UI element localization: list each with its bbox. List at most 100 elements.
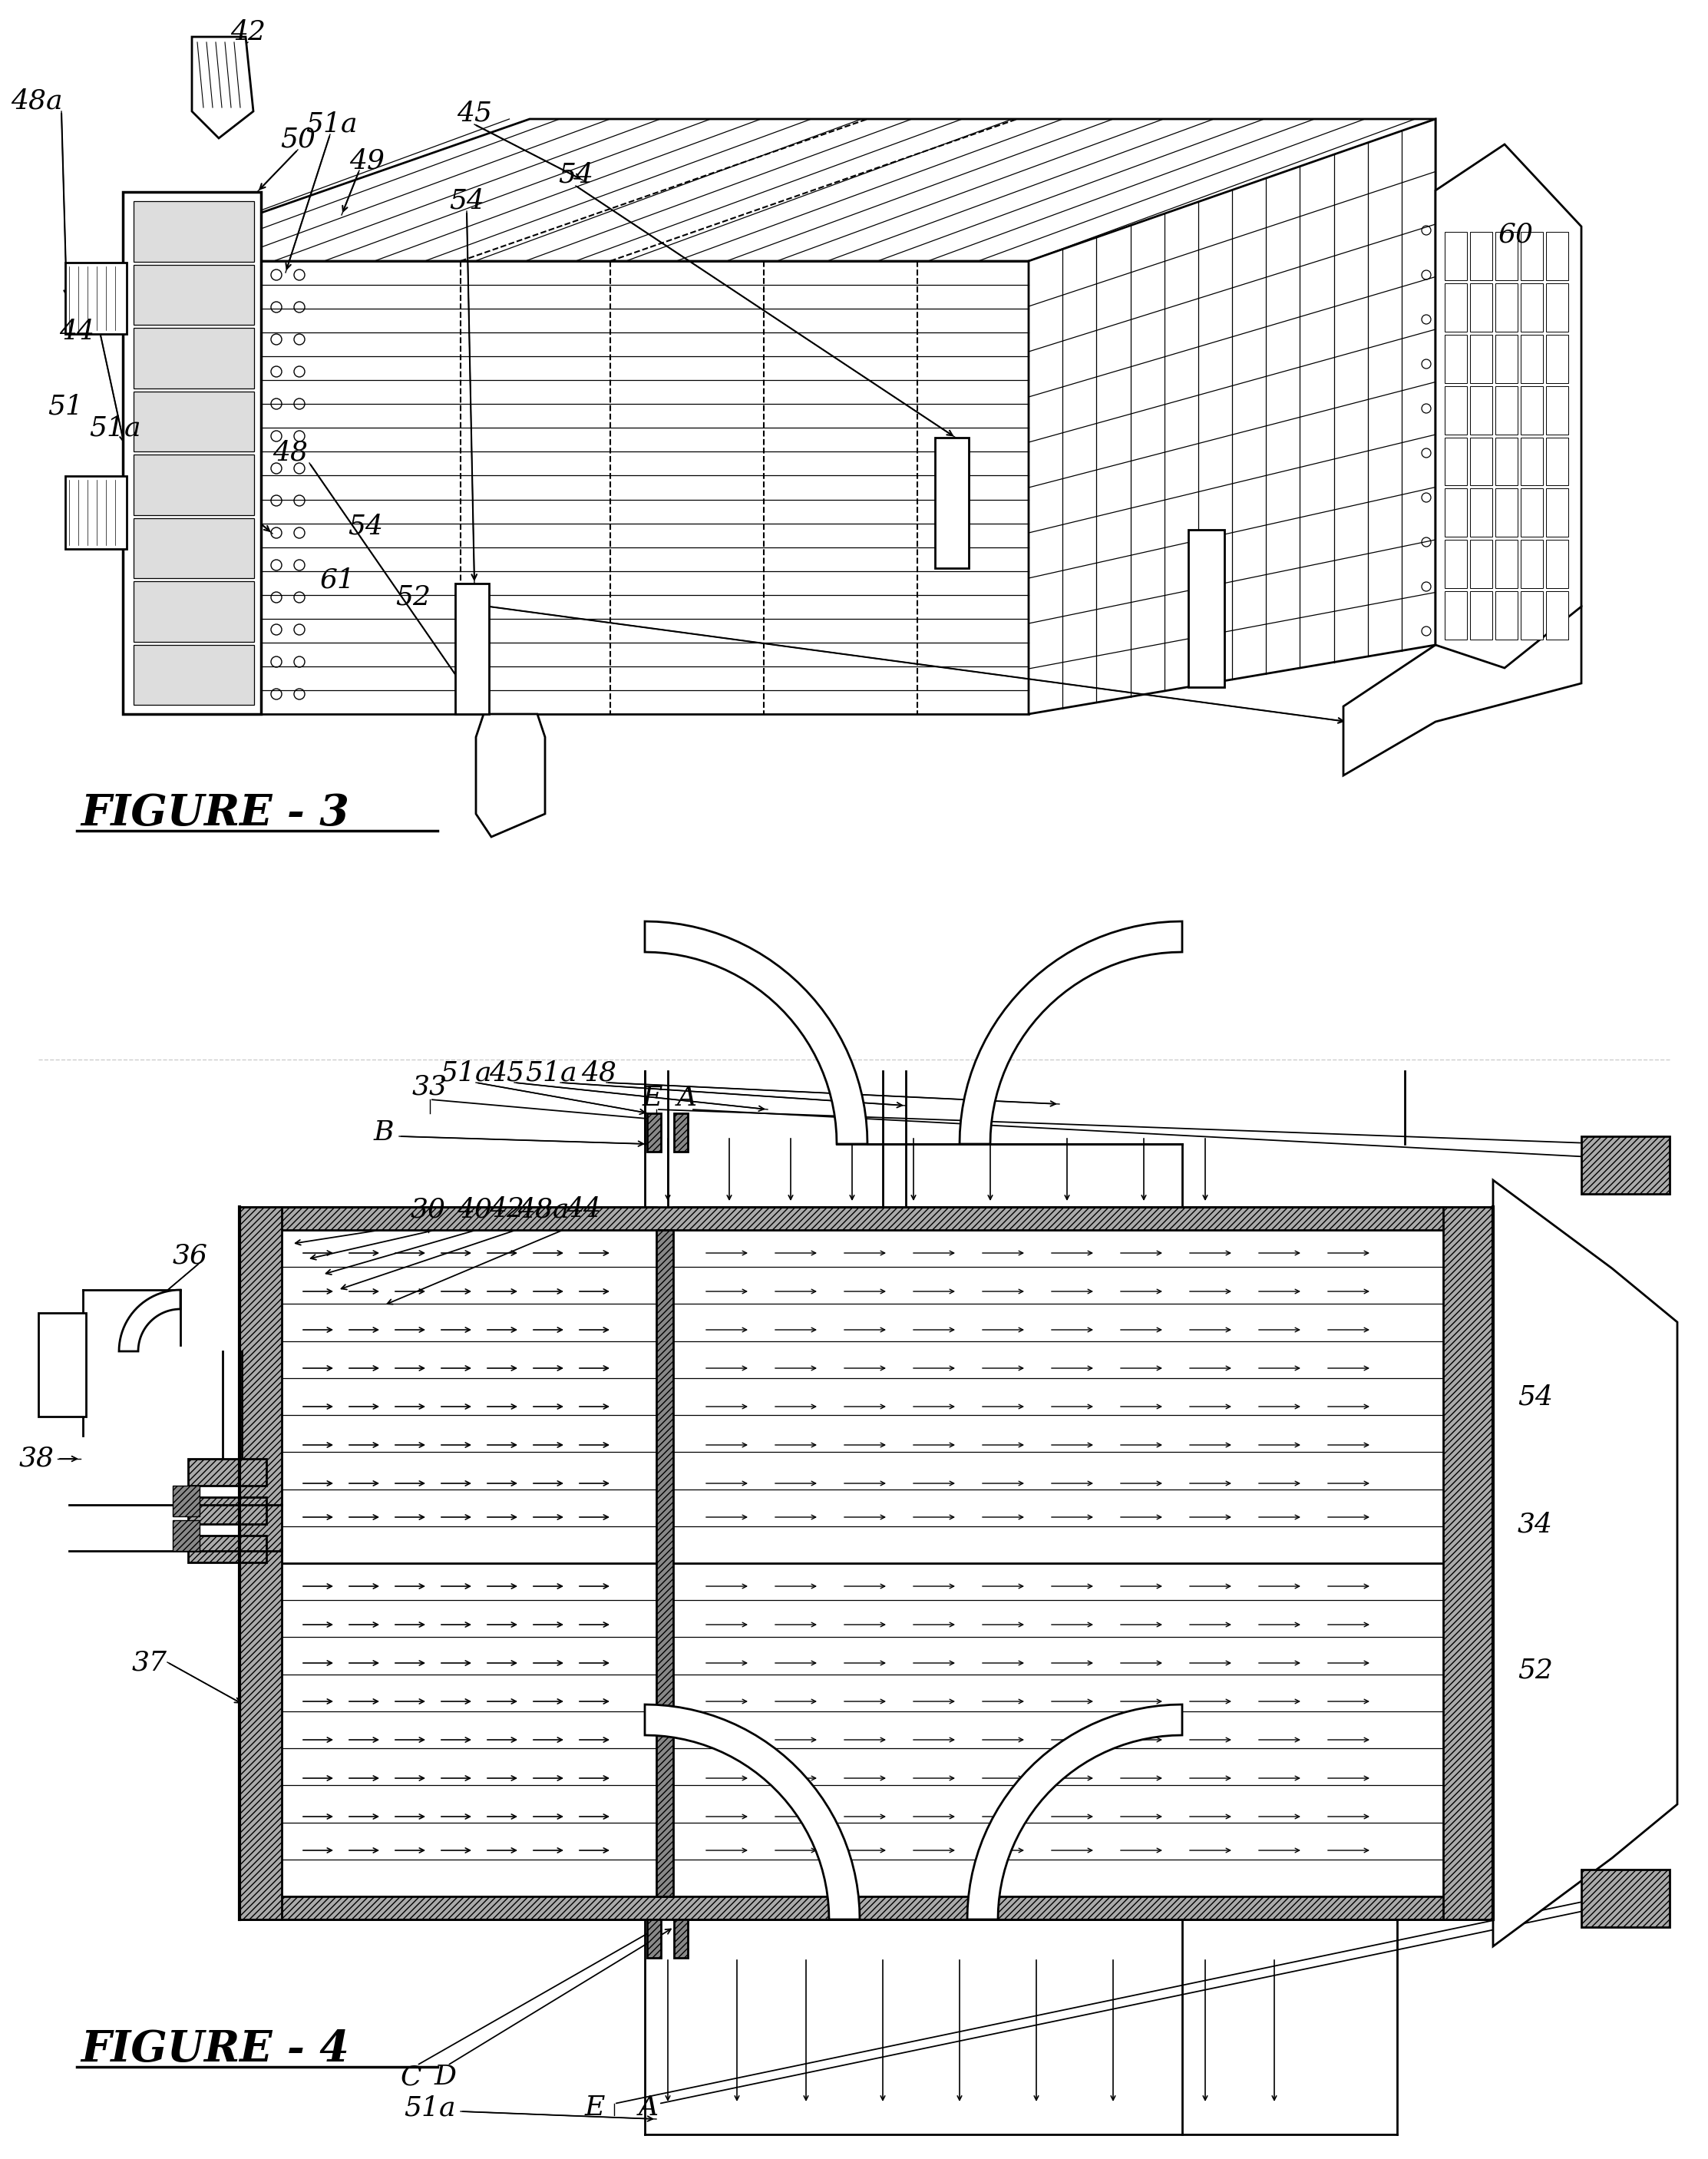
Polygon shape	[188, 1496, 266, 1524]
Polygon shape	[1520, 488, 1542, 538]
Text: 45: 45	[488, 1060, 524, 1086]
Text: 40: 40	[456, 1196, 492, 1222]
Polygon shape	[1445, 592, 1467, 639]
Polygon shape	[188, 1535, 266, 1563]
Polygon shape	[1496, 231, 1518, 281]
Text: 37: 37	[132, 1649, 167, 1675]
Polygon shape	[1471, 335, 1493, 382]
Text: 48: 48	[273, 440, 307, 466]
Polygon shape	[1520, 540, 1542, 587]
Polygon shape	[1520, 386, 1542, 434]
Polygon shape	[1445, 540, 1467, 587]
Text: 45: 45	[456, 101, 492, 127]
Polygon shape	[1546, 438, 1568, 486]
Text: 60: 60	[1498, 220, 1534, 248]
Polygon shape	[675, 1919, 688, 1958]
Polygon shape	[1471, 540, 1493, 587]
Polygon shape	[647, 1114, 661, 1151]
Text: 52: 52	[395, 585, 430, 611]
Text: 51a: 51a	[306, 112, 357, 138]
Text: 38: 38	[19, 1447, 55, 1472]
Polygon shape	[1471, 386, 1493, 434]
Polygon shape	[1028, 119, 1435, 715]
Text: E: E	[642, 1084, 663, 1112]
Text: 33: 33	[412, 1073, 447, 1099]
Polygon shape	[120, 1289, 181, 1352]
Polygon shape	[1546, 488, 1568, 538]
Polygon shape	[1471, 283, 1493, 332]
Polygon shape	[1520, 592, 1542, 639]
Text: 42: 42	[231, 19, 266, 45]
Polygon shape	[1496, 592, 1518, 639]
Polygon shape	[1496, 438, 1518, 486]
Polygon shape	[173, 1485, 200, 1516]
Polygon shape	[1546, 283, 1568, 332]
Text: 30: 30	[410, 1196, 446, 1222]
Polygon shape	[133, 456, 254, 514]
Polygon shape	[133, 518, 254, 579]
Polygon shape	[1445, 488, 1467, 538]
Text: 51a: 51a	[526, 1060, 577, 1086]
Polygon shape	[1546, 386, 1568, 434]
Polygon shape	[1520, 438, 1542, 486]
Text: 51a: 51a	[405, 2094, 456, 2120]
Text: 51a: 51a	[441, 1060, 492, 1086]
Polygon shape	[173, 1520, 200, 1550]
Polygon shape	[133, 266, 254, 324]
Polygon shape	[1344, 607, 1582, 775]
Polygon shape	[960, 922, 1182, 1144]
Polygon shape	[456, 583, 488, 715]
Polygon shape	[191, 37, 253, 138]
Polygon shape	[1443, 1207, 1493, 1919]
Text: E: E	[584, 2094, 605, 2120]
Text: C: C	[400, 2064, 422, 2090]
Text: 61: 61	[319, 566, 355, 594]
Polygon shape	[1471, 488, 1493, 538]
Polygon shape	[1582, 1870, 1670, 1928]
Text: 34: 34	[1518, 1511, 1553, 1537]
Polygon shape	[1520, 283, 1542, 332]
Text: 48a: 48a	[10, 89, 63, 114]
Polygon shape	[188, 1459, 266, 1485]
Text: B: B	[374, 1118, 395, 1146]
Polygon shape	[1445, 438, 1467, 486]
Polygon shape	[967, 1703, 1182, 1919]
Text: 54: 54	[449, 188, 485, 214]
Text: A: A	[639, 2094, 659, 2120]
Text: FIGURE - 3: FIGURE - 3	[80, 792, 348, 836]
Polygon shape	[38, 1313, 85, 1416]
Polygon shape	[1546, 540, 1568, 587]
Polygon shape	[646, 922, 868, 1144]
Polygon shape	[1546, 335, 1568, 382]
Polygon shape	[1493, 1181, 1677, 1945]
Polygon shape	[239, 1896, 1493, 1919]
Polygon shape	[1189, 529, 1225, 687]
Polygon shape	[1496, 540, 1518, 587]
Polygon shape	[133, 391, 254, 451]
Text: 48: 48	[581, 1060, 617, 1086]
Polygon shape	[1471, 438, 1493, 486]
Polygon shape	[1520, 231, 1542, 281]
Polygon shape	[646, 1703, 859, 1919]
Polygon shape	[1546, 231, 1568, 281]
Polygon shape	[1445, 335, 1467, 382]
Polygon shape	[1496, 283, 1518, 332]
Text: 51: 51	[48, 393, 84, 421]
Polygon shape	[1546, 592, 1568, 639]
Polygon shape	[1445, 386, 1467, 434]
Text: 49: 49	[348, 149, 384, 175]
Polygon shape	[123, 261, 1028, 715]
Polygon shape	[675, 1114, 688, 1151]
Polygon shape	[1520, 335, 1542, 382]
Text: 48a: 48a	[518, 1196, 569, 1222]
Polygon shape	[1445, 283, 1467, 332]
Text: A: A	[676, 1084, 697, 1112]
Text: D: D	[434, 2064, 456, 2090]
Polygon shape	[133, 581, 254, 641]
Polygon shape	[1445, 231, 1467, 281]
Polygon shape	[133, 328, 254, 389]
Polygon shape	[1582, 1136, 1670, 1194]
Polygon shape	[477, 715, 545, 838]
Polygon shape	[1496, 488, 1518, 538]
Text: 44: 44	[60, 320, 94, 345]
